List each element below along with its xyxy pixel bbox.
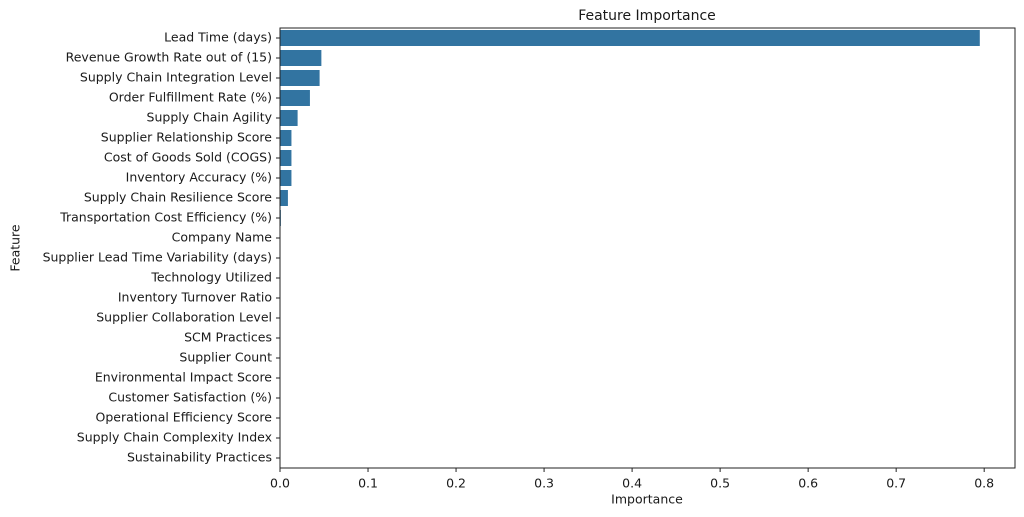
bar — [280, 70, 320, 86]
bar — [280, 90, 310, 106]
y-tick-label: Supplier Count — [179, 350, 272, 365]
y-tick-label: Supplier Lead Time Variability (days) — [43, 250, 272, 265]
y-tick-label: Supply Chain Resilience Score — [84, 190, 272, 205]
y-tick-label: Revenue Growth Rate out of (15) — [66, 50, 272, 65]
y-tick-label: Supply Chain Agility — [147, 110, 273, 125]
bar — [280, 190, 288, 206]
y-tick-label: Supply Chain Complexity Index — [77, 430, 272, 445]
y-tick-label: Environmental Impact Score — [95, 370, 272, 385]
y-tick-label: SCM Practices — [184, 330, 272, 345]
y-axis-label: Feature — [8, 224, 23, 272]
y-tick-label: Inventory Accuracy (%) — [126, 170, 272, 185]
y-tick-label: Order Fulfillment Rate (%) — [109, 90, 272, 105]
bar — [280, 170, 292, 186]
plot-frame — [279, 27, 1016, 469]
y-tick-label: Operational Efficiency Score — [95, 410, 272, 425]
bar — [280, 130, 292, 146]
y-tick-label: Supplier Collaboration Level — [96, 310, 272, 325]
y-tick-label: Lead Time (days) — [164, 30, 272, 45]
x-tick-label: 0.0 — [270, 476, 290, 491]
x-tick-label: 0.4 — [622, 476, 642, 491]
bar — [280, 50, 322, 66]
x-tick-label: 0.2 — [446, 476, 466, 491]
y-tick-label: Supplier Relationship Score — [101, 130, 273, 145]
x-tick-label: 0.5 — [710, 476, 730, 491]
bar — [280, 150, 292, 166]
y-tick-label: Supply Chain Integration Level — [80, 70, 272, 85]
bar — [280, 30, 980, 46]
y-tick-label: Sustainability Practices — [127, 450, 272, 465]
x-tick-label: 0.7 — [886, 476, 906, 491]
y-tick-label: Company Name — [172, 230, 273, 245]
x-tick-label: 0.1 — [358, 476, 378, 491]
chart-title: Feature Importance — [578, 8, 716, 24]
bar — [280, 110, 298, 126]
y-tick-label: Cost of Goods Sold (COGS) — [104, 150, 272, 165]
y-tick-label: Inventory Turnover Ratio — [118, 290, 272, 305]
x-tick-label: 0.3 — [534, 476, 554, 491]
x-axis-label: Importance — [611, 492, 683, 507]
y-tick-label: Customer Satisfaction (%) — [108, 390, 272, 405]
x-tick-label: 0.8 — [974, 476, 994, 491]
x-tick-label: 0.6 — [798, 476, 818, 491]
y-tick-label: Technology Utilized — [150, 270, 272, 285]
y-tick-label: Transportation Cost Efficiency (%) — [59, 210, 272, 225]
